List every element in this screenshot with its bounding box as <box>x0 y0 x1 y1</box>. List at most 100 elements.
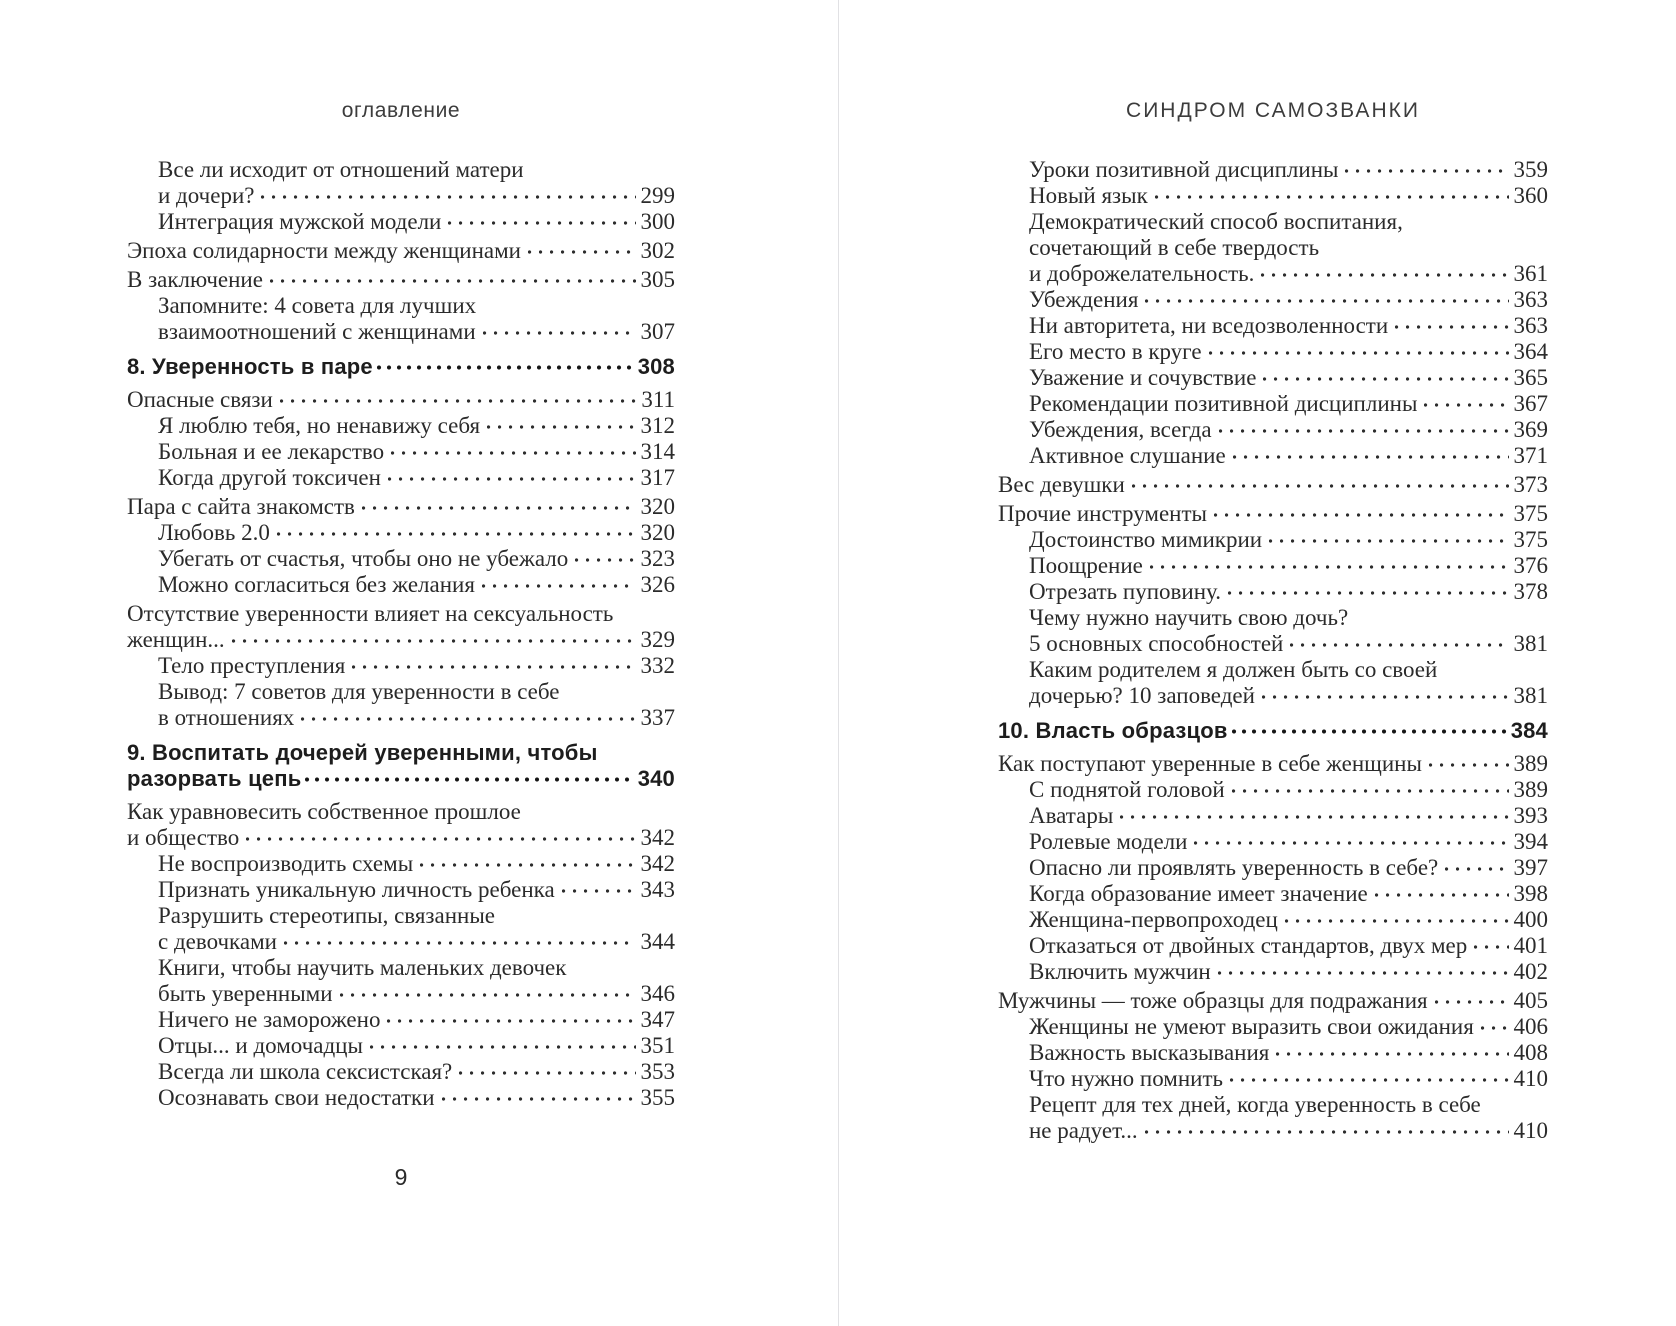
toc-entry: Вес девушки 373 <box>998 472 1548 498</box>
toc-entry-row: Не воспроизводить схемы 342 <box>158 851 675 877</box>
toc-page-number: 317 <box>640 465 676 490</box>
toc-entry-title: Рекомендации позитивной дисциплины <box>1029 391 1418 416</box>
toc-entry-row: Как поступают уверенные в себе женщины 38… <box>998 751 1548 777</box>
toc-entry-title: и дочери? <box>158 183 255 208</box>
toc-page-number: 365 <box>1513 365 1549 390</box>
toc-entry-row: Женщины не умеют выразить свои ожидания 4… <box>1029 1014 1548 1040</box>
toc-entry-row: С поднятой головой 389 <box>1029 777 1548 803</box>
toc-page-number: 364 <box>1513 339 1549 364</box>
toc-entry-row: Убеждения, всегда 369 <box>1029 417 1548 443</box>
toc-entry-row: Его место в круге 364 <box>1029 339 1548 365</box>
toc-entry-row: Любовь 2.0 320 <box>158 520 675 546</box>
toc-entry: Когда другой токсичен 317 <box>127 465 675 491</box>
toc-entry-title: Его место в круге <box>1029 339 1202 364</box>
toc-entry-title: Убеждения, всегда <box>1029 417 1212 442</box>
toc-entry-row: Ничего не заморожено 347 <box>158 1007 675 1033</box>
toc-entry: Ничего не заморожено 347 <box>127 1007 675 1033</box>
toc-entry-title: 5 основных способностей <box>1029 631 1284 656</box>
toc-page-number: 389 <box>1513 751 1549 776</box>
toc-entry-row: Мужчины — тоже образцы для подражания 405 <box>998 988 1548 1014</box>
toc-entry-row: Всегда ли школа сексистская? 353 <box>158 1059 675 1085</box>
toc-entry: Опасно ли проявлять уверенность в себе? 3… <box>998 855 1548 881</box>
toc-page-number: 329 <box>640 627 676 652</box>
toc-page-number: 344 <box>640 929 676 954</box>
toc-page-number: 402 <box>1513 959 1549 984</box>
toc-entry-row: Женщина-первопроходец 400 <box>1029 907 1548 933</box>
toc-page-number: 378 <box>1513 579 1549 604</box>
toc-entry: Можно согласиться без желания 326 <box>127 572 675 598</box>
toc-entry-title: Важность высказывания <box>1029 1040 1270 1065</box>
toc-entry-title: Мужчины — тоже образцы для подражания <box>998 988 1428 1013</box>
toc-page-number: 355 <box>640 1085 676 1110</box>
toc-page-number: 371 <box>1513 443 1549 468</box>
toc-entry-row: Аватары 393 <box>1029 803 1548 829</box>
toc-entry-wrap-line: Чему нужно научить свою дочь? <box>1029 605 1349 630</box>
toc-entry: Уважение и сочувствие 365 <box>998 365 1548 391</box>
toc-entry: Женщины не умеют выразить свои ожидания 4… <box>998 1014 1548 1040</box>
toc-entry-row: женщин... 329 <box>127 627 675 653</box>
toc-page-number: 343 <box>640 877 676 902</box>
toc-entry: Уроки позитивной дисциплины 359 <box>998 157 1548 183</box>
toc-entry-row: Когда другой токсичен 317 <box>158 465 675 491</box>
toc-entry: Опасные связи 311 <box>127 387 675 413</box>
toc-entry-wrap-line: Книги, чтобы научить маленьких девочек <box>158 955 567 980</box>
toc-page-number: 342 <box>640 851 676 876</box>
toc-entry-title: Ролевые модели <box>1029 829 1188 854</box>
toc-entry-row: Больная и ее лекарство 314 <box>158 439 675 465</box>
toc-entry-title: Отцы... и домочадцы <box>158 1033 363 1058</box>
toc-entry: Новый язык 360 <box>998 183 1548 209</box>
toc-entry: Его место в круге 364 <box>998 339 1548 365</box>
toc-entry-title: Поощрение <box>1029 553 1143 578</box>
toc-entry-row: Отказаться от двойных стандартов, двух м… <box>1029 933 1548 959</box>
toc-entry: Когда образование имеет значение 398 <box>998 881 1548 907</box>
toc-entry-title: Отрезать пуповину. <box>1029 579 1221 604</box>
toc-entry: Осознавать свои недостатки 355 <box>127 1085 675 1111</box>
toc-chapter-entry: 8. Уверенность в паре 308 <box>127 354 675 380</box>
toc-entry: Тело преступления 332 <box>127 653 675 679</box>
toc-entry-title: дочерью? 10 заповедей <box>1029 683 1255 708</box>
toc-page-number: 397 <box>1513 855 1549 880</box>
toc-page-number: 359 <box>1513 157 1549 182</box>
toc-entry-title: Убеждения <box>1029 287 1139 312</box>
toc-entry-title: Включить мужчин <box>1029 959 1211 984</box>
toc-entry-title: Осознавать свои недостатки <box>158 1085 435 1110</box>
toc-entry-title: быть уверенными <box>158 981 333 1006</box>
toc-entry-wrap-line: Отсутствие уверенности влияет на сексуал… <box>127 601 614 626</box>
toc-page-number: 323 <box>640 546 676 571</box>
toc-page-number: 375 <box>1513 501 1549 526</box>
toc-entry-row: Отрезать пуповину. 378 <box>1029 579 1548 605</box>
toc-page-number: 394 <box>1513 829 1549 854</box>
toc-entry: Вывод: 7 советов для уверенности в себе в… <box>127 679 675 731</box>
toc-entry-title: Отказаться от двойных стандартов, двух м… <box>1029 933 1468 958</box>
toc-page-number: 405 <box>1513 988 1549 1013</box>
toc-entry-title: В заключение <box>127 267 263 292</box>
toc-entry-title: Когда другой токсичен <box>158 465 381 490</box>
toc-entry-title: Я люблю тебя, но ненавижу себя <box>158 413 481 438</box>
toc-entry-row: Эпоха солидарности между женщинами 302 <box>127 238 675 264</box>
toc-entry-title: взаимоотношений с женщинами <box>158 319 476 344</box>
toc-entry: Демократический способ воспитания, сочета… <box>998 209 1548 287</box>
toc-entry-title: 8. Уверенность в паре <box>127 354 373 379</box>
toc-page-number: 381 <box>1513 631 1549 656</box>
toc-page-number: 373 <box>1513 472 1549 497</box>
toc-page-number: 320 <box>640 520 676 545</box>
toc-entry-title: Когда образование имеет значение <box>1029 881 1368 906</box>
toc-entry-title: Убегать от счастья, чтобы оно не убежало <box>158 546 569 571</box>
toc-entry-row: Поощрение 376 <box>1029 553 1548 579</box>
toc-entry-row: 5 основных способностей 381 <box>1029 631 1548 657</box>
toc-entry-row: в отношениях 337 <box>158 705 675 731</box>
toc-entry-row: быть уверенными 346 <box>158 981 675 1007</box>
toc-entry-row: Когда образование имеет значение 398 <box>1029 881 1548 907</box>
toc-page-number: 308 <box>637 354 675 379</box>
toc-entry: Отцы... и домочадцы 351 <box>127 1033 675 1059</box>
toc-entry: Разрушить стереотипы, связанные с девочка… <box>127 903 675 955</box>
toc-entry-title: Новый язык <box>1029 183 1148 208</box>
toc-page-number: 353 <box>640 1059 676 1084</box>
toc-page-number: 326 <box>640 572 676 597</box>
toc-page-number: 302 <box>640 238 676 263</box>
toc-entry-row: с девочками 344 <box>158 929 675 955</box>
running-head-left: оглавление <box>341 99 461 122</box>
toc-page-number: 305 <box>640 267 676 292</box>
toc-entry-row: В заключение 305 <box>127 267 675 293</box>
toc-entry-row: Признать уникальную личность ребенка 343 <box>158 877 675 903</box>
